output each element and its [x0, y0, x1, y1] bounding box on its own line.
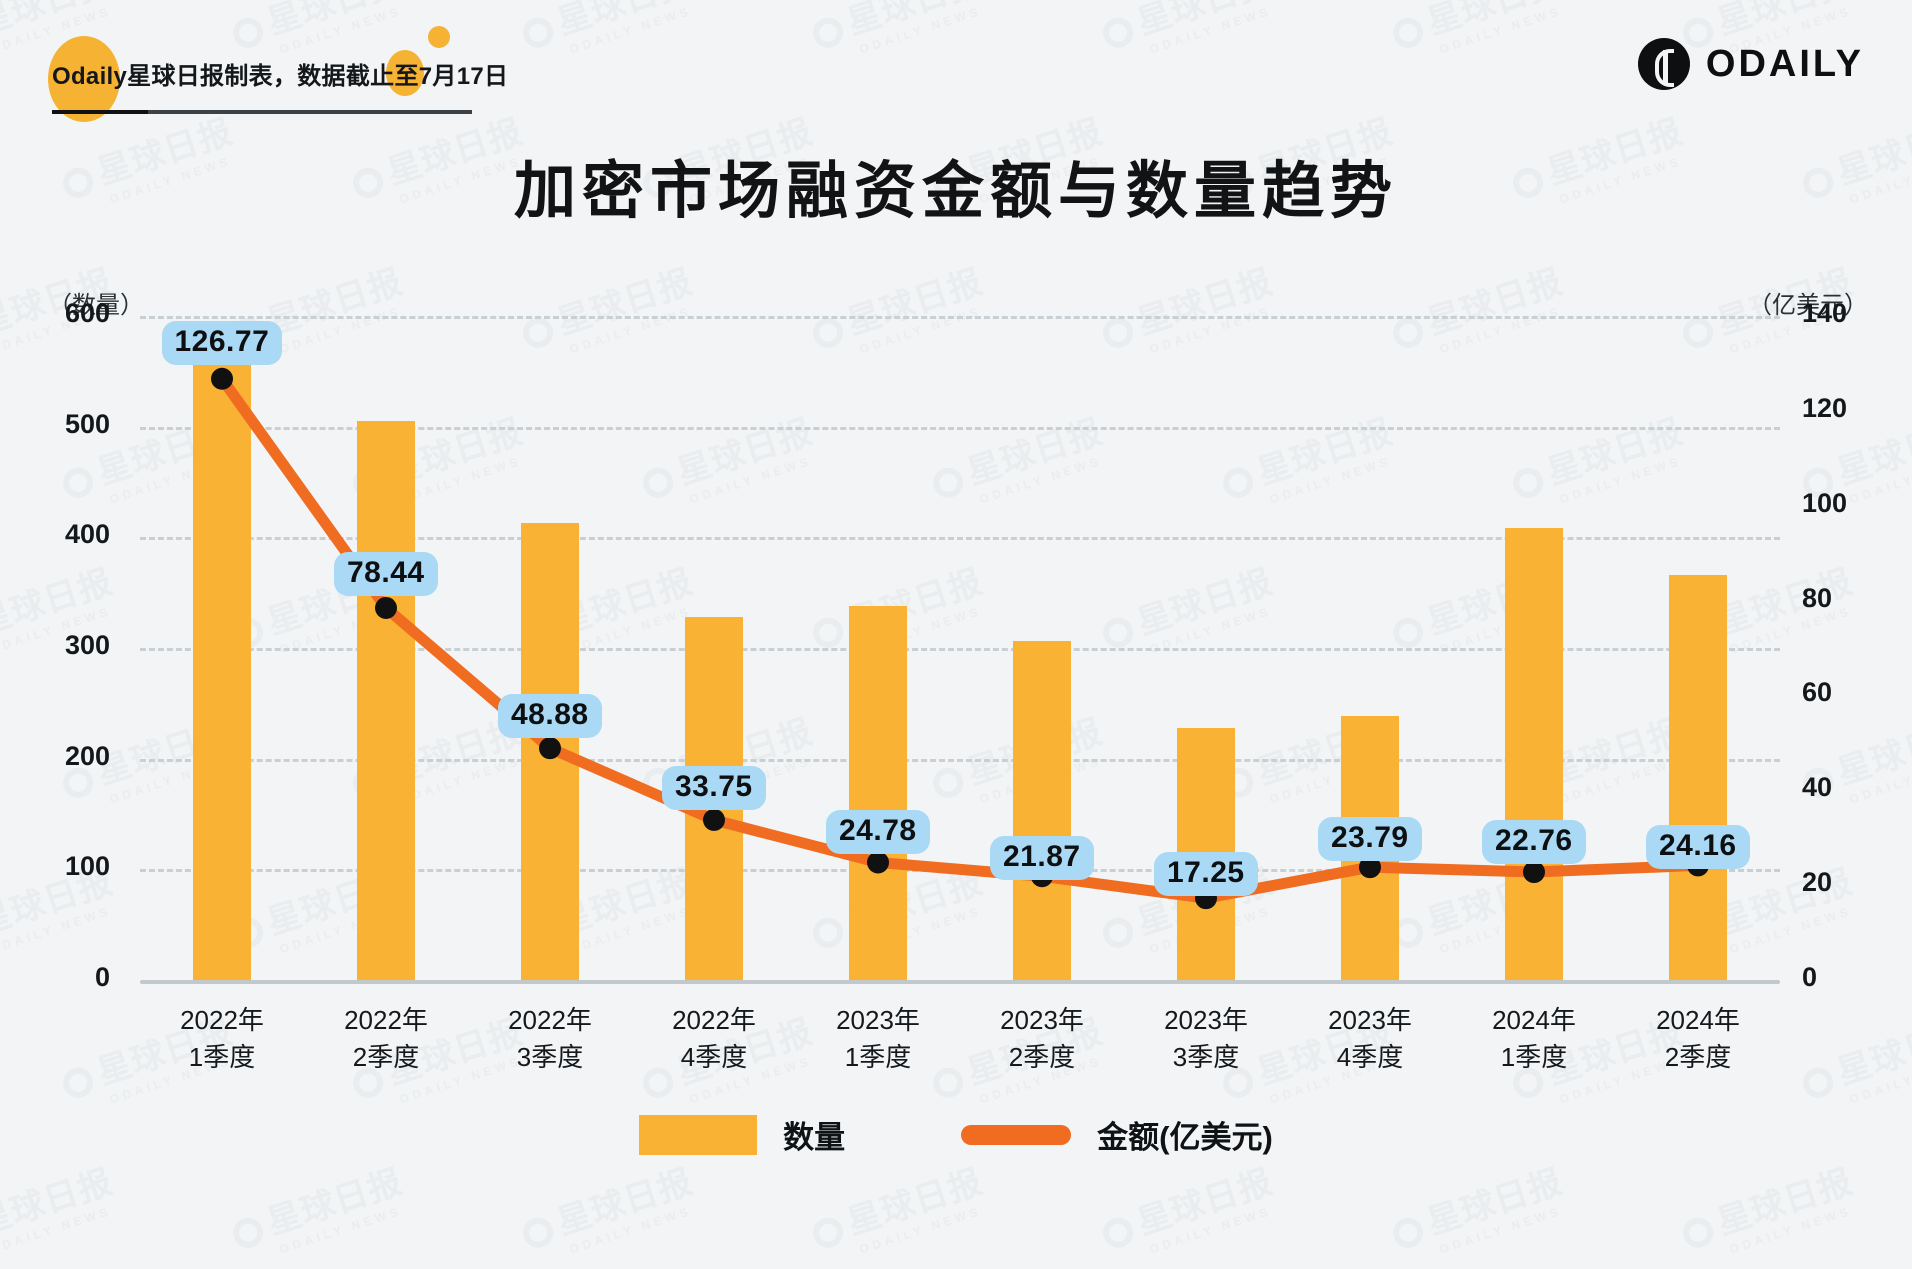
- line-marker[interactable]: [867, 851, 889, 874]
- line-marker[interactable]: [703, 808, 725, 831]
- brand-wordmark: ODAILY: [1705, 42, 1864, 85]
- decor-blob-large: [48, 36, 120, 122]
- y-axis-tick-right: 60: [1802, 677, 1833, 708]
- credit-block: Odaily星球日报制表，数据截止至7月17日: [40, 24, 509, 122]
- x-axis-label: 2024年 1季度: [1452, 1002, 1616, 1076]
- data-label: 17.25: [1154, 852, 1258, 897]
- plot-region: [140, 316, 1780, 980]
- legend-item-bar[interactable]: 数量: [639, 1112, 845, 1157]
- gridline: [140, 316, 1780, 319]
- y-axis-tick-right: 120: [1802, 392, 1848, 423]
- x-axis-label-quarter: 1季度: [844, 1041, 912, 1072]
- legend-label-bar: 数量: [783, 1120, 846, 1155]
- chart-area: （数量） （亿美元） 600 500 400 300 200 100 0 140 120 100…: [48, 292, 1868, 1076]
- legend-swatch-line-icon: [961, 1124, 1072, 1145]
- left-axis-unit: （数量）: [48, 292, 144, 319]
- chart-legend: 数量 金额(亿美元): [0, 1112, 1912, 1157]
- x-axis-label-quarter: 2季度: [352, 1041, 420, 1072]
- gridline: [140, 648, 1780, 651]
- y-axis-tick-left: 200: [64, 740, 110, 771]
- y-axis-tick-left: 300: [64, 630, 110, 660]
- data-label: 48.88: [498, 694, 602, 739]
- bar[interactable]: [1013, 641, 1071, 980]
- x-axis-label-quarter: 3季度: [516, 1041, 584, 1072]
- x-axis-label: 2022年 3季度: [468, 1002, 632, 1076]
- x-axis-label-quarter: 2季度: [1664, 1041, 1732, 1072]
- line-marker[interactable]: [211, 367, 233, 390]
- right-axis-unit: （亿美元）: [1748, 292, 1868, 319]
- line-series-svg: [211, 367, 1709, 910]
- legend-label-line: 金额(亿美元): [1097, 1120, 1273, 1155]
- gridline: [140, 758, 1780, 762]
- gridline: [140, 426, 1780, 430]
- line-marker[interactable]: [375, 596, 397, 619]
- x-axis-label: 2024年 2季度: [1616, 1002, 1780, 1076]
- y-axis-tick-right: 100: [1802, 487, 1848, 518]
- odaily-logo-icon: [1637, 38, 1690, 90]
- bar[interactable]: [849, 605, 907, 980]
- x-axis-label-year: 2022年: [344, 1005, 428, 1035]
- x-axis-label-year: 2022年: [180, 1005, 264, 1035]
- brand-logo: ODAILY: [1637, 38, 1864, 90]
- legend-swatch-bar-icon: [639, 1114, 758, 1155]
- data-label: 78.44: [334, 551, 438, 596]
- line-marker[interactable]: [1359, 856, 1381, 879]
- x-axis-label-year: 2023年: [1164, 1005, 1248, 1035]
- x-axis-label-year: 2022年: [672, 1005, 756, 1035]
- x-axis-label-quarter: 1季度: [188, 1041, 256, 1072]
- bar[interactable]: [193, 360, 251, 980]
- x-axis-label-quarter: 1季度: [1500, 1041, 1568, 1072]
- y-axis-tick-right: 20: [1802, 867, 1833, 898]
- x-axis-label: 2023年 4季度: [1288, 1002, 1452, 1076]
- bar[interactable]: [1505, 528, 1563, 980]
- header: Odaily星球日报制表，数据截止至7月17日 ODAILY: [0, 0, 1912, 122]
- line-path: [216, 373, 1704, 904]
- y-axis-tick-right: 140: [1802, 298, 1848, 328]
- y-axis-tick-right: 0: [1802, 962, 1818, 992]
- x-axis-label: 2022年 2季度: [304, 1002, 468, 1076]
- x-axis-label: 2023年 1季度: [796, 1002, 960, 1076]
- credit-text: Odaily星球日报制表，数据截止至7月17日: [52, 63, 509, 90]
- data-label: 24.78: [826, 810, 930, 855]
- x-axis-label: 2023年 2季度: [960, 1002, 1124, 1076]
- x-axis-label: 2022年 4季度: [632, 1002, 796, 1076]
- credit-underline: [52, 110, 472, 114]
- y-axis-tick-left: 500: [64, 408, 110, 439]
- data-label: 21.87: [990, 836, 1094, 881]
- axis-baseline: [140, 980, 1780, 984]
- y-axis-tick-right: 40: [1802, 772, 1833, 803]
- x-axis-label-quarter: 3季度: [1172, 1041, 1240, 1072]
- bar[interactable]: [357, 421, 415, 980]
- line-marker[interactable]: [539, 737, 561, 760]
- line-marker[interactable]: [1523, 861, 1545, 884]
- bar[interactable]: [1669, 574, 1727, 980]
- data-label: 24.16: [1646, 825, 1750, 870]
- data-label: 22.76: [1482, 820, 1586, 865]
- y-axis-tick-left: 0: [94, 962, 110, 992]
- data-label: 33.75: [662, 765, 766, 810]
- decor-blob-small: [428, 26, 450, 48]
- x-axis-label-year: 2023年: [1328, 1005, 1412, 1035]
- y-axis-tick-left: 400: [64, 519, 110, 550]
- x-axis-label-year: 2024年: [1492, 1005, 1576, 1035]
- data-label: 126.77: [161, 320, 283, 365]
- y-axis-tick-right: 80: [1802, 582, 1833, 613]
- decor-blob-medium: [386, 50, 424, 96]
- data-label: 23.79: [1318, 817, 1422, 862]
- x-axis-label: 2023年 3季度: [1124, 1002, 1288, 1076]
- page-title: 加密市场融资金额与数量趋势: [513, 157, 1398, 226]
- x-axis-label-quarter: 4季度: [1336, 1041, 1404, 1072]
- x-axis-label-year: 2023年: [1000, 1005, 1084, 1035]
- y-axis-tick-left: 100: [64, 851, 110, 882]
- x-axis-label-year: 2024年: [1656, 1005, 1740, 1035]
- legend-item-line[interactable]: 金额(亿美元): [961, 1112, 1273, 1157]
- x-axis-label-quarter: 2季度: [1008, 1041, 1076, 1072]
- x-axis-label-quarter: 4季度: [680, 1041, 748, 1072]
- x-axis-label-year: 2022年: [508, 1005, 592, 1035]
- x-axis-label: 2022年 1季度: [140, 1002, 304, 1076]
- y-axis-tick-left: 600: [64, 298, 110, 328]
- gridline: [140, 537, 1780, 541]
- x-axis-label-year: 2023年: [836, 1005, 920, 1035]
